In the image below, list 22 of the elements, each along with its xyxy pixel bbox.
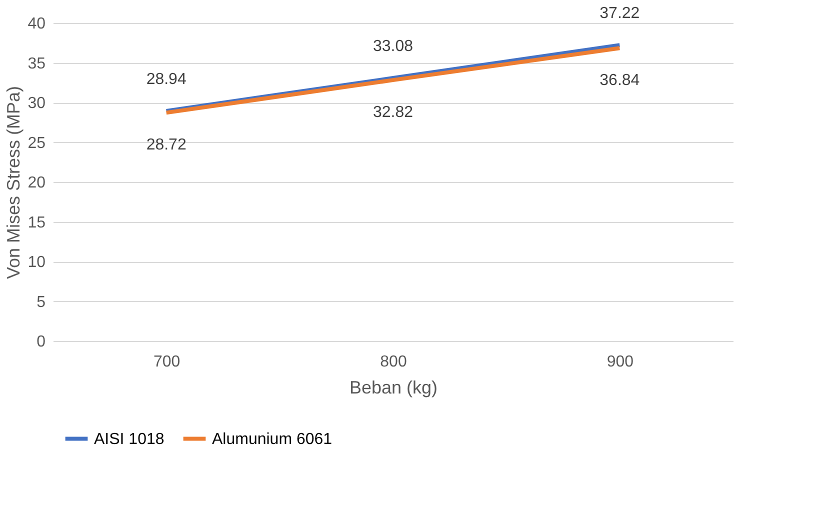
y-tick-label: 15 [28, 214, 46, 232]
data-label: 32.82 [372, 104, 414, 122]
legend-label: Alumunium 6061 [212, 430, 332, 448]
y-tick-label: 35 [28, 55, 46, 72]
x-tick-label: 800 [380, 354, 407, 370]
x-axis-title: Beban (kg) [349, 378, 438, 398]
y-tick-label: 30 [28, 95, 46, 112]
x-tick-label: 700 [153, 354, 180, 370]
data-label: 28.94 [146, 70, 186, 88]
y-tick-label: 0 [36, 334, 46, 350]
y-tick-label: 5 [36, 294, 46, 311]
data-label: 36.84 [600, 72, 640, 90]
y-tick-label: 25 [28, 134, 46, 152]
data-label: 33.08 [372, 38, 414, 56]
data-label: 37.22 [600, 5, 640, 22]
y-tick-label: 10 [28, 254, 46, 271]
y-tick-label: 40 [28, 16, 46, 32]
legend-label: AISI 1018 [94, 430, 164, 448]
data-label: 28.72 [146, 136, 186, 154]
y-tick-label: 20 [28, 174, 46, 192]
y-axis-title: Von Mises Stress (MPa) [4, 86, 24, 280]
x-tick-label: 900 [606, 354, 634, 370]
